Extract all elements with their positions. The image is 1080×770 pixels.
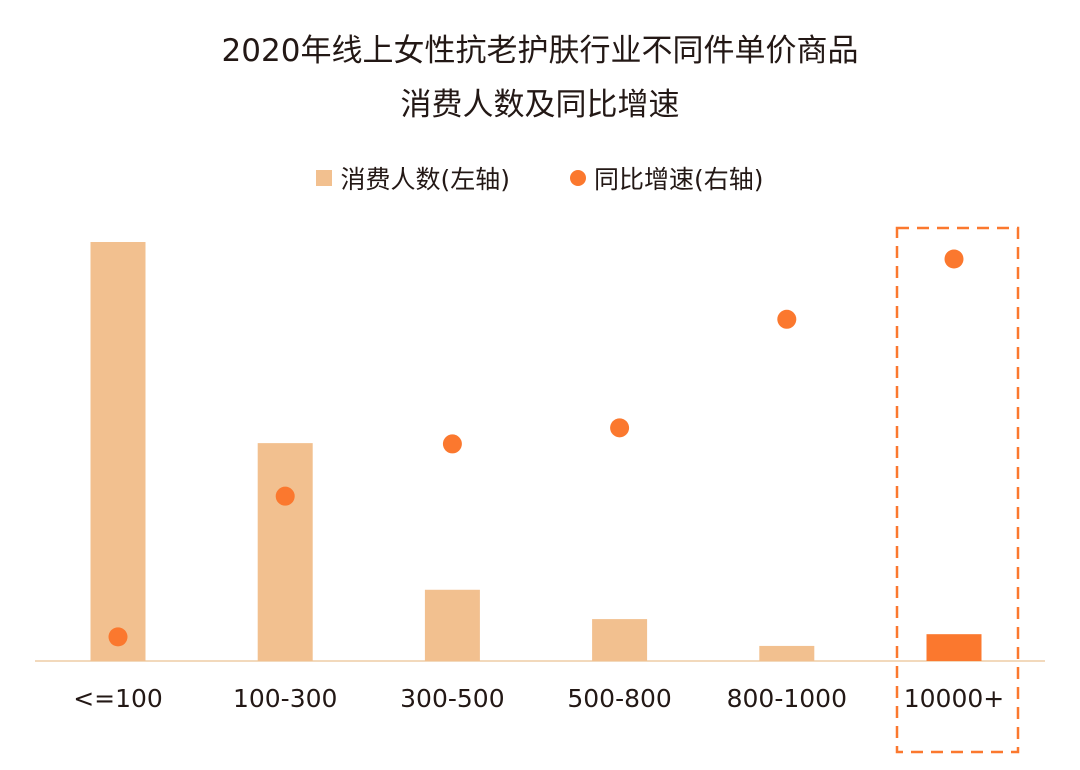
legend-bar-swatch: [316, 170, 333, 186]
legend-dot-label: 同比增速(右轴): [594, 165, 764, 194]
dot-100-300: [275, 486, 295, 506]
bar-<=100: [90, 242, 146, 661]
dot-800-1000: [777, 309, 797, 329]
bar-10000+: [926, 634, 982, 661]
bar-300-500: [424, 589, 480, 661]
x-tick-label: <=100: [73, 684, 163, 713]
dot-300-500: [442, 434, 462, 454]
legend: 消费人数(左轴) 同比增速(右轴): [0, 160, 1080, 196]
x-tick-label: 10000+: [904, 684, 1004, 713]
x-tick-label: 800-1000: [727, 684, 847, 713]
chart-title-line1: 2020年线上女性抗老护肤行业不同件单价商品: [221, 33, 859, 69]
bar-500-800: [592, 619, 648, 661]
dot-500-800: [610, 418, 630, 438]
legend-bar-label: 消费人数(左轴): [340, 165, 510, 194]
dot-<=100: [108, 627, 128, 647]
chart-title-line2: 消费人数及同比增速: [400, 87, 680, 123]
highlight-box: [895, 226, 1020, 754]
x-tick-label: 500-800: [567, 684, 671, 713]
legend-item-dot: 同比增速(右轴): [570, 160, 764, 196]
dot-10000+: [944, 249, 964, 269]
x-tick-label: 300-500: [400, 684, 504, 713]
legend-item-bar: 消费人数(左轴): [316, 160, 510, 196]
bar-100-300: [257, 443, 313, 661]
x-tick-label: 100-300: [233, 684, 337, 713]
legend-dot-swatch: [570, 170, 586, 186]
bar-800-1000: [759, 645, 815, 661]
